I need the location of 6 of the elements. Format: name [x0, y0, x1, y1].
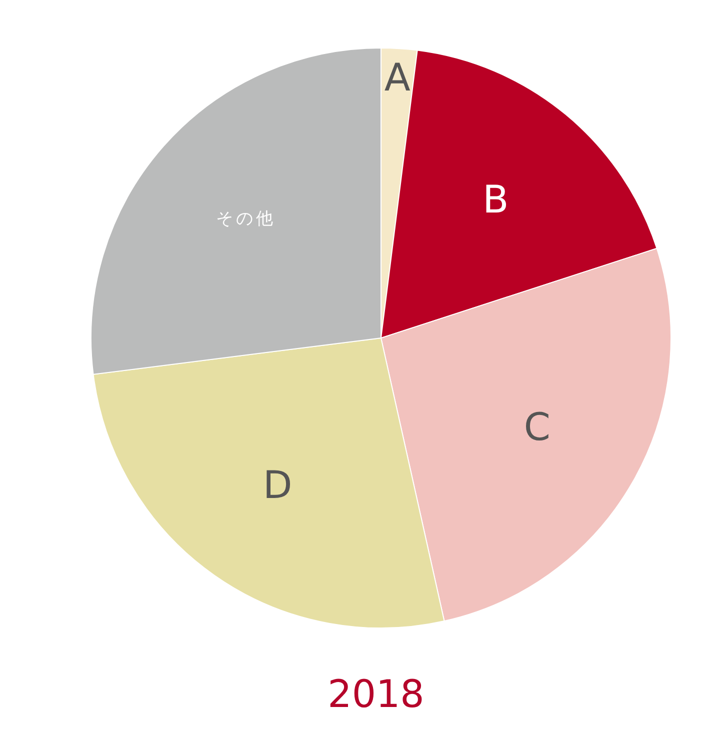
slice-label: A: [384, 56, 410, 100]
slice-label: C: [524, 405, 550, 450]
slice-label: B: [482, 177, 509, 222]
slice-label: その他: [216, 209, 276, 230]
text: 2018: [328, 672, 424, 716]
slice-label: D: [262, 463, 292, 508]
